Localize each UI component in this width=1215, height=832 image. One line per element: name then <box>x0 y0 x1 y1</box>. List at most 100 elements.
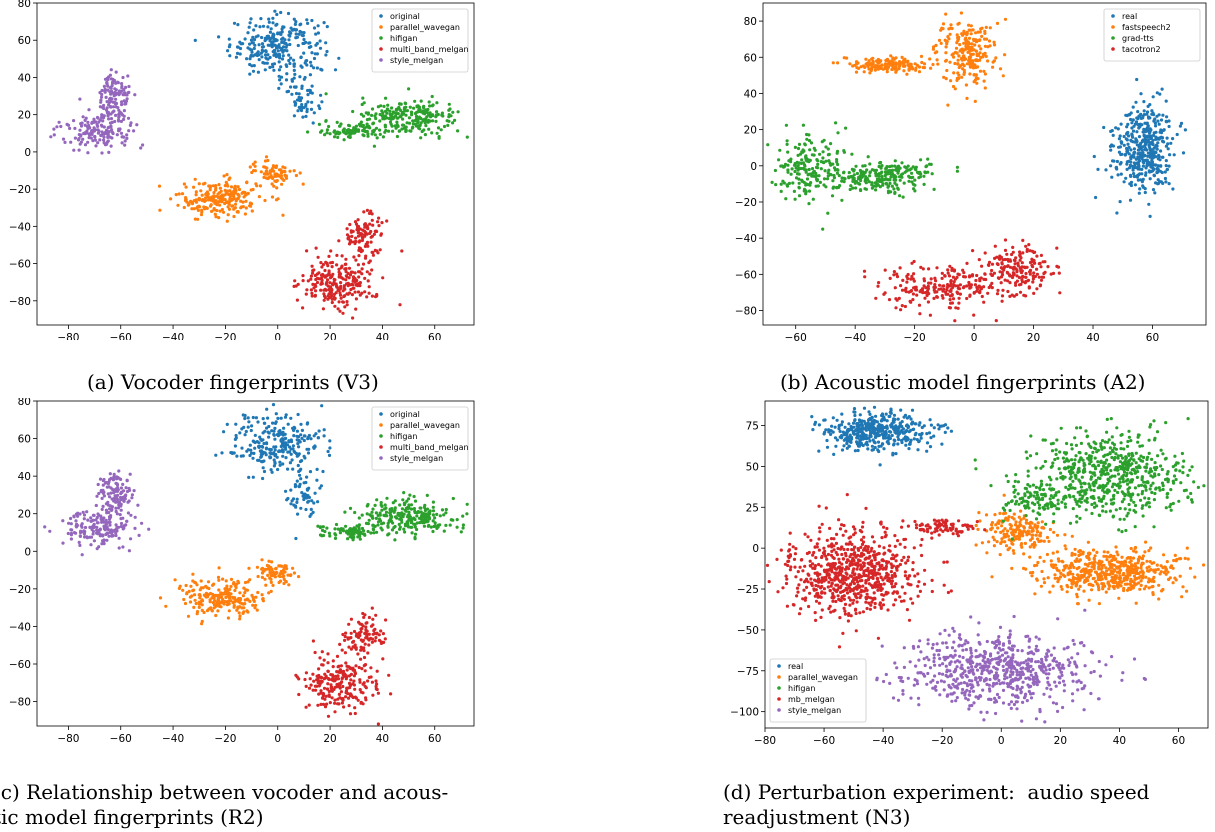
point <box>292 434 296 438</box>
point <box>948 298 952 302</box>
point <box>368 272 372 276</box>
point <box>909 277 913 281</box>
point <box>1145 158 1149 162</box>
point <box>983 86 987 90</box>
point <box>911 292 915 296</box>
point <box>312 434 316 438</box>
point <box>199 189 203 193</box>
point <box>374 636 378 640</box>
point <box>1142 113 1146 117</box>
x-tick-label: 20 <box>323 332 336 340</box>
point <box>210 209 214 213</box>
point <box>78 97 82 101</box>
point <box>278 460 282 464</box>
point <box>310 294 314 298</box>
point <box>874 296 878 300</box>
point <box>890 172 894 176</box>
point <box>92 522 96 526</box>
point <box>176 203 180 207</box>
point <box>237 193 241 198</box>
point <box>983 72 987 76</box>
point <box>282 48 287 52</box>
point <box>315 467 319 471</box>
point <box>810 153 814 157</box>
point <box>465 135 469 139</box>
point <box>298 482 302 486</box>
point <box>338 642 342 646</box>
point <box>884 177 888 181</box>
point <box>78 142 82 146</box>
point <box>371 617 375 621</box>
point <box>949 23 953 27</box>
point <box>260 567 264 571</box>
point <box>327 531 331 535</box>
point <box>435 512 439 516</box>
point <box>809 172 813 176</box>
point <box>362 210 366 214</box>
point <box>228 587 232 591</box>
point <box>365 232 369 236</box>
point <box>319 93 323 97</box>
point <box>888 181 892 185</box>
point <box>241 413 245 417</box>
point <box>894 306 898 310</box>
point <box>107 515 112 519</box>
point <box>928 57 932 61</box>
point <box>238 617 242 621</box>
point <box>252 46 256 51</box>
point <box>995 255 999 259</box>
point <box>927 292 931 296</box>
point <box>284 580 288 584</box>
point <box>97 545 101 549</box>
point <box>255 52 259 56</box>
point <box>268 30 272 34</box>
point <box>242 610 246 614</box>
point <box>814 184 818 188</box>
point <box>385 116 389 120</box>
point <box>994 56 998 60</box>
point <box>197 182 201 186</box>
point <box>1024 294 1028 298</box>
point <box>349 693 353 697</box>
point <box>268 455 272 459</box>
x-tick-label: −60 <box>110 733 132 745</box>
point <box>1015 293 1019 297</box>
point <box>319 689 323 693</box>
point <box>367 285 371 289</box>
point <box>819 167 823 171</box>
point <box>905 72 909 76</box>
point <box>395 108 399 112</box>
point <box>253 606 257 610</box>
point <box>180 192 185 196</box>
point <box>61 519 65 523</box>
point <box>358 270 362 274</box>
point <box>254 416 258 420</box>
point <box>455 518 459 522</box>
point <box>859 188 863 193</box>
point <box>111 105 115 109</box>
point <box>333 296 337 300</box>
point <box>842 149 846 153</box>
point <box>245 449 249 453</box>
point <box>352 629 357 634</box>
point <box>303 677 307 682</box>
point <box>248 578 252 582</box>
point <box>274 165 278 170</box>
point <box>283 38 287 42</box>
point <box>106 114 110 118</box>
point <box>296 43 300 48</box>
point <box>805 137 809 141</box>
point <box>300 86 304 90</box>
point <box>257 195 261 199</box>
point <box>348 132 352 137</box>
point <box>375 682 379 686</box>
point <box>1159 149 1163 153</box>
point <box>969 47 973 52</box>
point <box>961 268 965 272</box>
point <box>372 531 376 535</box>
point <box>959 11 963 15</box>
point <box>1037 275 1041 279</box>
point <box>936 62 940 66</box>
point <box>1148 145 1152 149</box>
point <box>1003 278 1007 282</box>
